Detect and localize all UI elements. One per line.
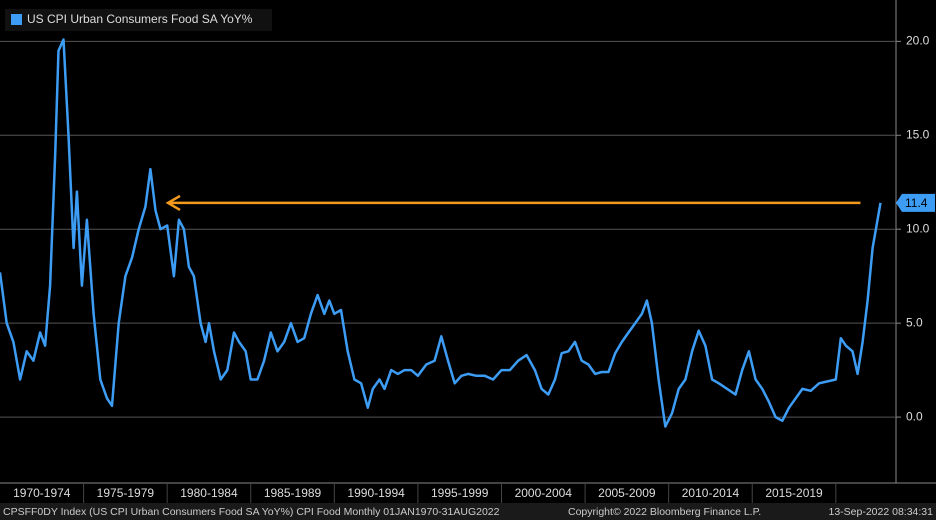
x-band-label: 1980-1984 (180, 486, 238, 500)
y-tick-label: 20.0 (906, 34, 930, 48)
footer-bar (0, 503, 936, 520)
x-band-label: 1970-1974 (13, 486, 71, 500)
x-band-label: 1990-1994 (347, 486, 405, 500)
y-tick-label: 0.0 (906, 409, 923, 423)
x-band-label: 2005-2009 (598, 486, 656, 500)
footer-right: 13-Sep-2022 08:34:31 (828, 506, 933, 518)
y-tick-label: 10.0 (906, 221, 930, 235)
last-value-label: 11.4 (905, 196, 928, 210)
x-band-label: 1995-1999 (431, 486, 489, 500)
x-band-label: 1975-1979 (97, 486, 155, 500)
annotation-arrowhead (165, 194, 181, 211)
x-band-label: 1985-1989 (264, 486, 322, 500)
y-tick-label: 5.0 (906, 315, 923, 329)
legend-box (5, 9, 272, 31)
line (0, 38, 882, 428)
y-tick-label: 15.0 (906, 127, 930, 141)
last-value-tag (896, 193, 935, 212)
legend-label: US CPI Urban Consumers Food SA YoY% (27, 12, 253, 26)
x-band-label: 2015-2019 (765, 486, 823, 500)
x-band-label: 2000-2004 (515, 486, 573, 500)
footer-left: CPSFF0DY Index (US CPI Urban Consumers F… (3, 506, 500, 518)
x-band-label: 2010-2014 (682, 486, 740, 500)
footer-center: Copyright© 2022 Bloomberg Finance L.P. (568, 506, 761, 518)
legend-swatch (11, 14, 22, 25)
